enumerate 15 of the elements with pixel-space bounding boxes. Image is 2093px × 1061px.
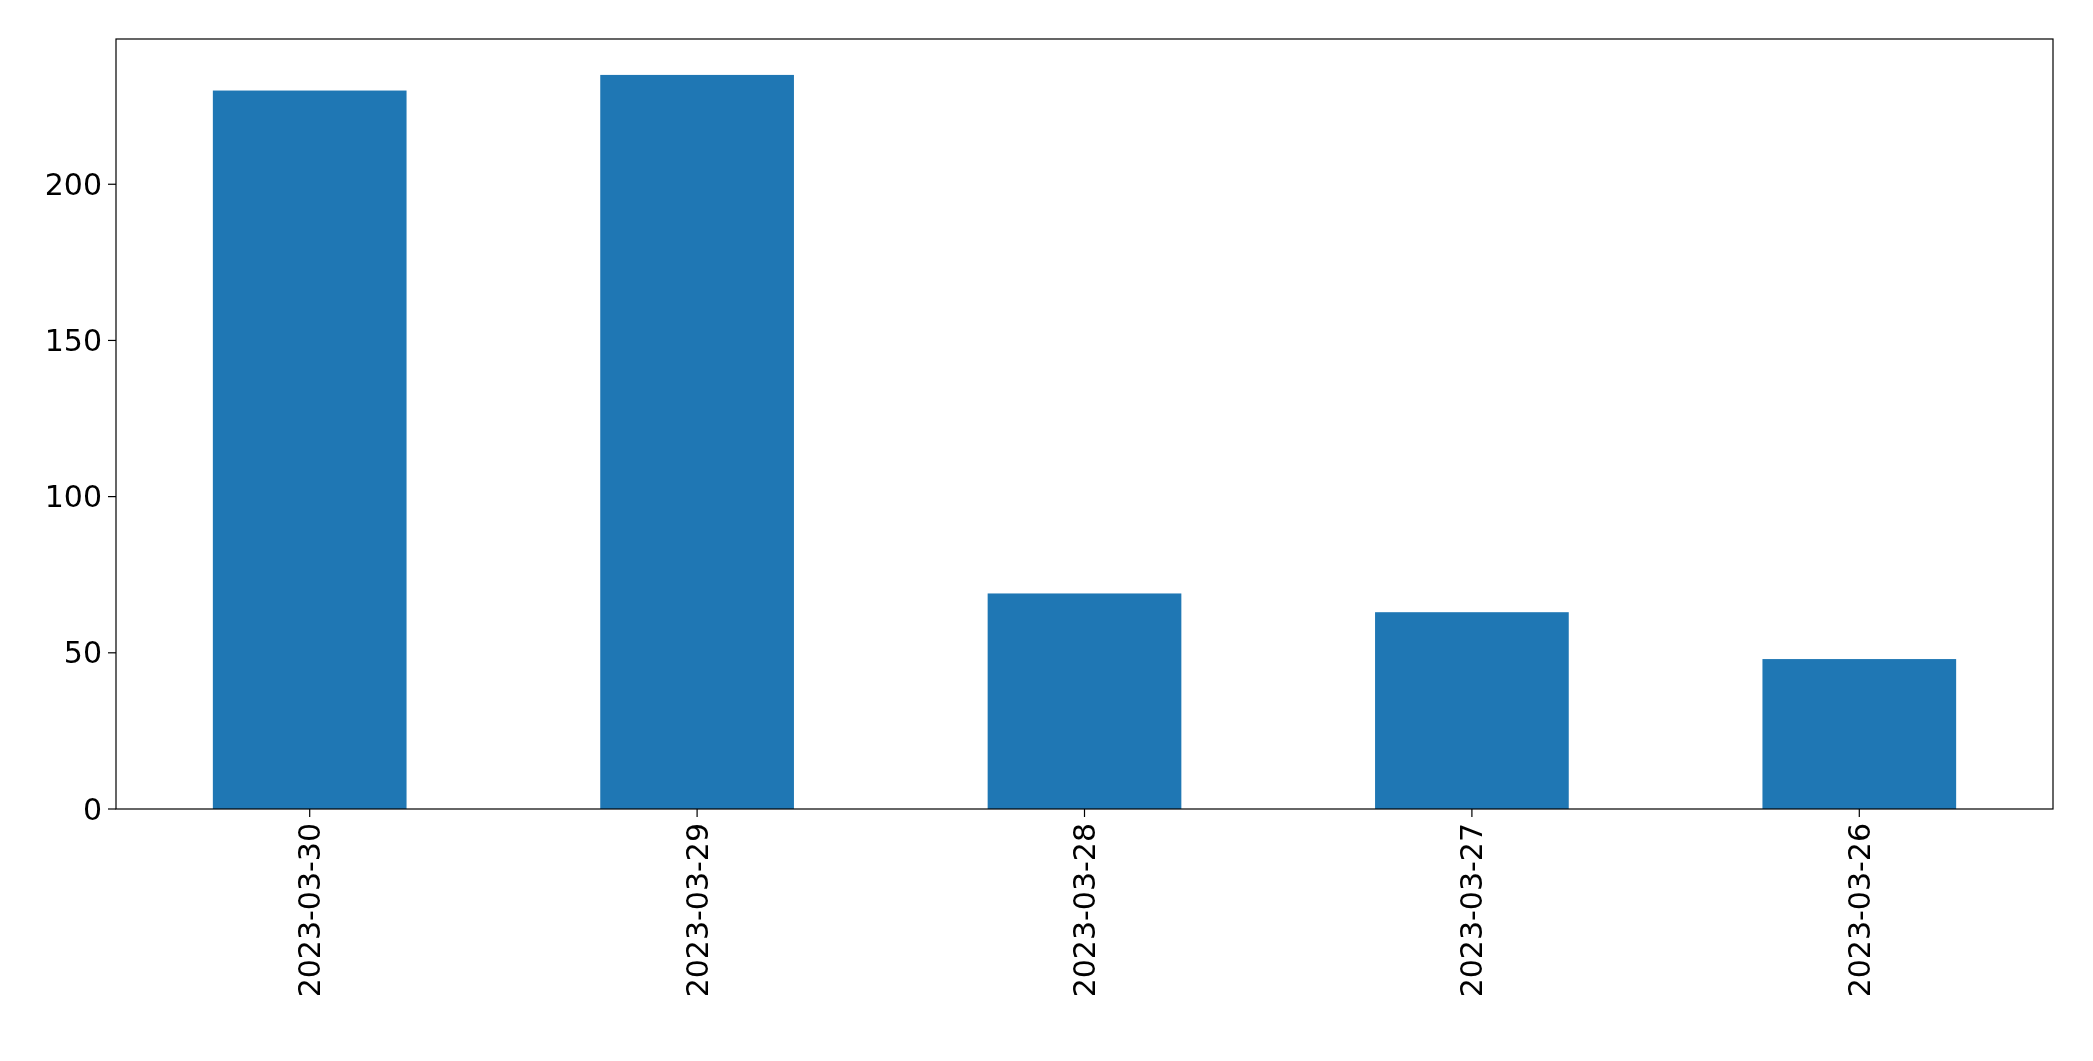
bar xyxy=(1375,612,1569,809)
x-tick-label: 2023-03-30 xyxy=(292,823,328,998)
y-tick-label: 100 xyxy=(44,479,102,515)
bar xyxy=(1762,659,1957,809)
x-tick-label: 2023-03-29 xyxy=(679,823,715,998)
y-tick-label: 200 xyxy=(44,166,102,202)
y-tick-label: 0 xyxy=(82,791,102,827)
x-tick-label: 2023-03-28 xyxy=(1067,823,1102,998)
bar xyxy=(600,74,794,809)
y-tick-label: 150 xyxy=(44,322,102,358)
x-tick-label: 2023-03-27 xyxy=(1454,823,1490,998)
bar xyxy=(212,90,407,809)
bar xyxy=(987,593,1182,809)
x-tick-label: 2023-03-26 xyxy=(1841,823,1877,998)
y-tick-label: 50 xyxy=(63,635,102,671)
